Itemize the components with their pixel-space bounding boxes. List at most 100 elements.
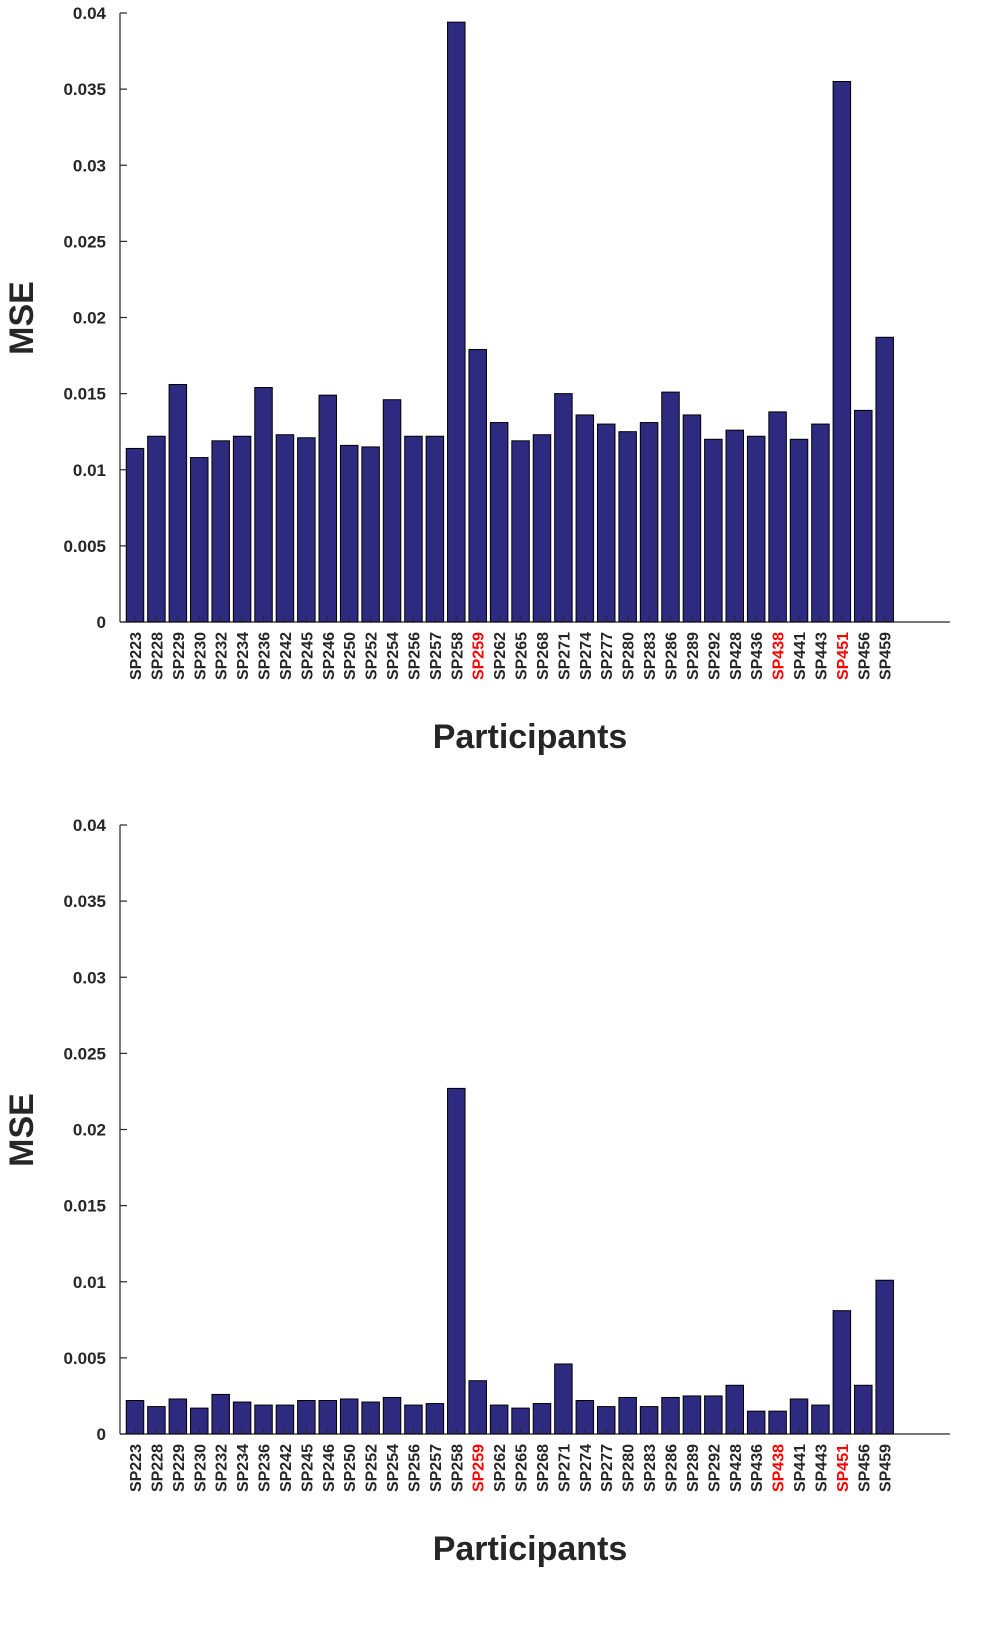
x-tick-label-sp451: SP451 [835, 1444, 852, 1492]
x-tick-label-sp236: SP236 [257, 632, 274, 680]
x-tick-label-sp223: SP223 [128, 632, 145, 680]
bar-sp245 [297, 437, 316, 623]
x-tick-label-sp292: SP292 [706, 1444, 723, 1492]
bar-sp443 [811, 423, 830, 623]
x-tick-label-sp252: SP252 [364, 1444, 381, 1492]
x-tick-label-sp228: SP228 [149, 632, 166, 680]
y-tick-label: 0 [97, 1425, 106, 1444]
x-tick-label-sp228: SP228 [149, 1444, 166, 1492]
x-tick-label-sp268: SP268 [535, 1444, 552, 1492]
y-tick-label: 0.04 [73, 4, 107, 23]
x-tick-label-sp274: SP274 [578, 632, 595, 680]
x-tick-label-sp250: SP250 [342, 1444, 359, 1492]
x-tick-label-sp223: SP223 [128, 1444, 145, 1492]
y-tick-label: 0.01 [73, 461, 106, 480]
bar-sp451 [832, 81, 852, 623]
bar-sp277 [596, 423, 616, 623]
x-tick-label-sp258: SP258 [449, 1444, 466, 1492]
x-tick-label-sp257: SP257 [428, 632, 445, 680]
x-tick-label-sp245: SP245 [299, 632, 316, 680]
bar-sp451 [832, 1310, 852, 1435]
bar-sp256 [404, 435, 423, 623]
y-tick-label: 0.035 [63, 80, 106, 99]
x-tick-label-sp441: SP441 [792, 632, 809, 680]
bar-sp280 [618, 431, 637, 623]
y-tick-label: 0.005 [63, 1349, 106, 1368]
x-tick-label-sp428: SP428 [728, 1444, 745, 1492]
bar-sp258 [447, 21, 466, 623]
bar-sp229 [168, 383, 188, 623]
bar-sp456 [854, 1384, 873, 1435]
bar-sp257 [425, 435, 445, 623]
bar-sp271 [554, 1363, 573, 1435]
y-tick-label: 0.005 [63, 537, 106, 556]
bar-sp428 [725, 1384, 745, 1435]
x-tick-label-sp257: SP257 [428, 1444, 445, 1492]
bar-sp246 [318, 394, 338, 623]
bar-sp262 [489, 422, 509, 623]
x-tick-label-sp456: SP456 [856, 632, 873, 680]
x-tick-label-sp232: SP232 [214, 1444, 231, 1492]
y-tick-label: 0.02 [73, 309, 106, 328]
x-tick-label-sp274: SP274 [578, 1444, 595, 1492]
x-tick-label-sp271: SP271 [556, 1444, 573, 1492]
bar-sp268 [532, 434, 552, 623]
x-tick-label-sp230: SP230 [192, 632, 209, 680]
x-tick-label-sp245: SP245 [299, 1444, 316, 1492]
x-tick-label-sp280: SP280 [621, 1444, 638, 1492]
bar-sp456 [854, 409, 873, 623]
y-axis-title: MSE [3, 281, 41, 355]
x-tick-label-sp252: SP252 [364, 632, 381, 680]
x-tick-label-sp254: SP254 [385, 1444, 402, 1492]
bar-sp459 [875, 336, 894, 623]
x-tick-label-sp451: SP451 [835, 632, 852, 680]
x-tick-label-sp242: SP242 [278, 632, 295, 680]
x-tick-label-sp441: SP441 [792, 1444, 809, 1492]
bar-sp228 [147, 435, 166, 623]
x-tick-label-sp289: SP289 [685, 1444, 702, 1492]
bar-sp286 [661, 391, 680, 623]
bar-sp258 [447, 1087, 466, 1435]
x-tick-label-sp289: SP289 [685, 632, 702, 680]
x-tick-label-sp236: SP236 [257, 1444, 274, 1492]
x-tick-label-sp256: SP256 [406, 1444, 423, 1492]
x-tick-label-sp259: SP259 [471, 632, 488, 680]
bar-sp259 [468, 348, 487, 623]
bar-sp459 [875, 1279, 894, 1435]
bar-sp292 [704, 438, 723, 623]
x-tick-label-sp286: SP286 [664, 632, 681, 680]
y-tick-label: 0.03 [73, 968, 106, 987]
x-tick-label-sp262: SP262 [492, 1444, 509, 1492]
x-tick-label-sp428: SP428 [728, 632, 745, 680]
bar-sp236 [254, 387, 273, 623]
x-tick-label-sp459: SP459 [878, 1444, 895, 1492]
y-tick-label: 0.01 [73, 1273, 106, 1292]
y-tick-label: 0 [97, 613, 106, 632]
x-tick-label-sp234: SP234 [235, 632, 252, 680]
bar-sp436 [746, 435, 766, 623]
bar-sp259 [468, 1380, 487, 1435]
x-tick-label-sp280: SP280 [621, 632, 638, 680]
bar-sp289 [682, 414, 702, 623]
x-tick-label-sp283: SP283 [642, 1444, 659, 1492]
x-tick-label-sp456: SP456 [856, 1444, 873, 1492]
mse-bar-chart-top: 0 0.005 0.01 0.015 0.02 0.025 0.03 0.035 0.04 SP2… [3, 4, 950, 756]
bar-sp254 [382, 399, 402, 623]
x-tick-label-sp246: SP246 [321, 1444, 338, 1492]
x-tick-label-sp286: SP286 [664, 1444, 681, 1492]
y-axis-title: MSE [3, 1093, 41, 1167]
bar-sp230 [190, 457, 209, 623]
x-tick-label-sp258: SP258 [449, 632, 466, 680]
x-tick-label-sp271: SP271 [556, 632, 573, 680]
x-tick-label-sp254: SP254 [385, 632, 402, 680]
bar-sp283 [639, 422, 659, 623]
bar-sp265 [511, 440, 530, 623]
x-tick-label-sp277: SP277 [599, 632, 616, 680]
x-tick-label-sp250: SP250 [342, 632, 359, 680]
bar-sp271 [554, 393, 573, 623]
x-tick-label-sp230: SP230 [192, 1444, 209, 1492]
x-tick-label-sp283: SP283 [642, 632, 659, 680]
x-tick-label-sp246: SP246 [321, 632, 338, 680]
x-tick-label-sp438: SP438 [771, 632, 788, 680]
y-tick-label: 0.025 [63, 232, 106, 251]
